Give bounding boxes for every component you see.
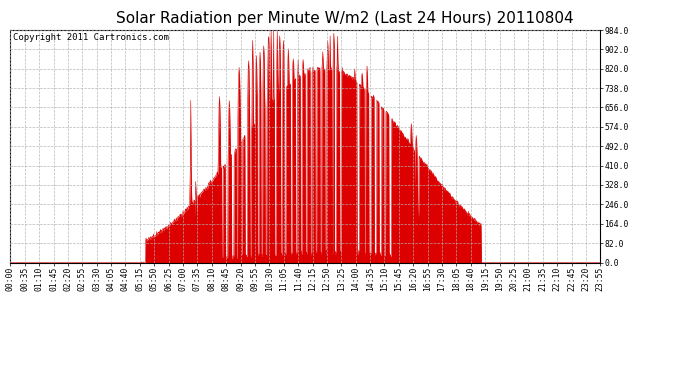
Text: Solar Radiation per Minute W/m2 (Last 24 Hours) 20110804: Solar Radiation per Minute W/m2 (Last 24… <box>116 11 574 26</box>
Text: Copyright 2011 Cartronics.com: Copyright 2011 Cartronics.com <box>13 33 169 42</box>
